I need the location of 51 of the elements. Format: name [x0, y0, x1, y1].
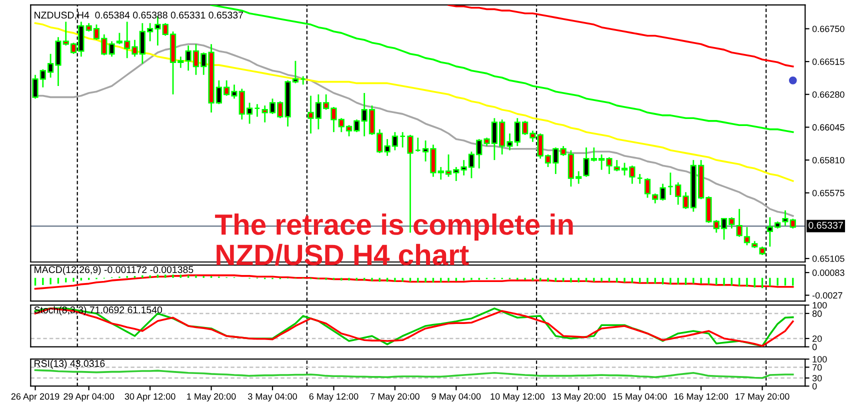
candlestick: [744, 226, 750, 246]
x-tick-label: 9 May 04:00: [432, 393, 481, 402]
candlestick: [400, 131, 406, 148]
chart-title: Stoch(8,3,3) 71.0692 61.1540: [34, 306, 162, 316]
candlestick: [636, 173, 643, 184]
x-tick-label: 26 Apr 2019: [11, 393, 60, 402]
ref-line-label: 0.65337: [808, 222, 843, 229]
x-tick-label: 30 Apr 12:00: [124, 393, 176, 402]
line-series: [448, 4, 794, 68]
y-tick-label: -0.0027: [812, 292, 842, 299]
y-tick-label: 0.66280: [812, 91, 844, 98]
y-tick-label: 0: [812, 344, 817, 350]
y-tick-label: 20: [812, 335, 822, 342]
y-tick-label: 70: [812, 364, 822, 371]
candlestick: [667, 172, 674, 196]
line-series: [34, 274, 794, 290]
y-tick-label: 0.66045: [812, 124, 844, 131]
y-tick-label: 80: [812, 310, 822, 317]
x-tick-label: 10 May 12:00: [490, 393, 544, 402]
y-tick-label: 0.00083: [812, 270, 844, 276]
y-tick-label: 0.65810: [812, 157, 844, 164]
chart-title: MACD(12,26,9) -0.001172 -0.001385: [34, 266, 194, 275]
y-tick-label: 0.65575: [812, 190, 844, 196]
x-tick-label: 29 Apr 04:00: [64, 393, 114, 402]
candlestick: [300, 76, 306, 86]
candlestick: [414, 136, 421, 152]
chart-title: RSI(13) 43.0316: [34, 360, 105, 369]
x-tick-label: 6 May 12:00: [309, 393, 358, 402]
y-tick-label: 0.65105: [812, 255, 844, 262]
x-tick-label: 1 May 20:00: [187, 393, 236, 402]
line-series: [210, 4, 794, 134]
y-tick-label: 0: [812, 383, 817, 390]
x-tick-label: 16 May 12:00: [674, 393, 728, 402]
candlestick: [254, 103, 260, 118]
y-tick-label: 0.66515: [812, 58, 844, 65]
y-tick-label: 30: [812, 374, 822, 382]
y-tick-label: 100: [812, 356, 827, 362]
line-series: [34, 308, 794, 347]
y-tick-label: 0.66750: [812, 26, 844, 32]
x-tick-label: 13 May 20:00: [552, 393, 606, 402]
text: NZDUSD,H4 0.65384 0.65388 0.65331 0.65337: [34, 12, 243, 20]
x-tick-label: 17 May 20:00: [736, 393, 790, 402]
line-series: [34, 22, 794, 182]
x-tick-label: 3 May 04:00: [248, 393, 297, 402]
x-tick-label: 7 May 20:00: [370, 393, 420, 402]
candlestick: [644, 178, 651, 198]
candlestick: [736, 208, 742, 238]
line-series: [34, 369, 794, 379]
y-tick-label: 100: [812, 302, 827, 308]
candlestick: [407, 134, 414, 234]
x-tick-label: 15 May 04:00: [613, 393, 667, 402]
